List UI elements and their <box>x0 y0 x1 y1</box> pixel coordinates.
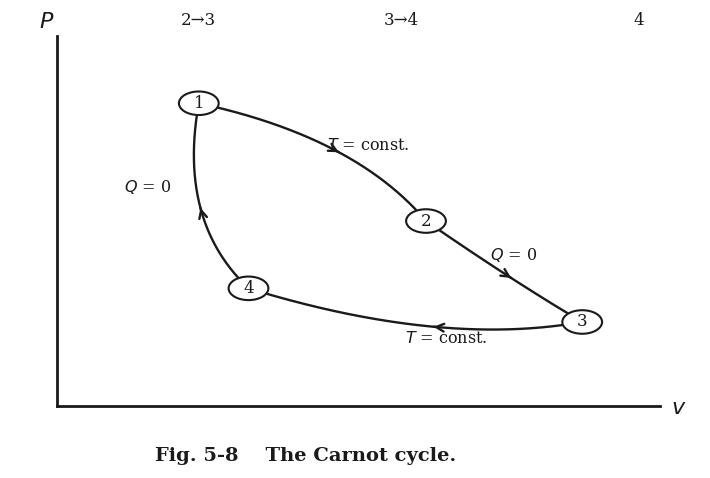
Circle shape <box>229 277 268 300</box>
Text: P: P <box>40 12 53 32</box>
Text: 4: 4 <box>634 12 644 29</box>
Text: 2: 2 <box>421 213 431 229</box>
Text: 3: 3 <box>577 314 587 330</box>
Text: 4: 4 <box>244 280 253 297</box>
Text: Fig. 5-8    The Carnot cycle.: Fig. 5-8 The Carnot cycle. <box>155 447 456 466</box>
Text: $Q$ = 0: $Q$ = 0 <box>124 178 172 196</box>
Text: 1: 1 <box>194 95 204 112</box>
Text: $Q$ = 0: $Q$ = 0 <box>490 246 537 264</box>
Text: 2→3: 2→3 <box>181 12 217 29</box>
Text: v: v <box>671 398 684 418</box>
Circle shape <box>562 310 602 334</box>
Text: 3→4: 3→4 <box>383 12 419 29</box>
Text: $T$ = const.: $T$ = const. <box>327 137 409 154</box>
Circle shape <box>179 91 219 115</box>
Circle shape <box>406 209 446 233</box>
Text: $T$ = const.: $T$ = const. <box>405 330 487 348</box>
